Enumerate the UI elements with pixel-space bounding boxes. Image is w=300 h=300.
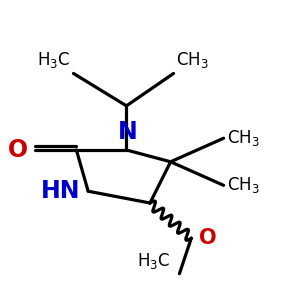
Text: O: O bbox=[199, 228, 216, 248]
Text: CH$_3$: CH$_3$ bbox=[226, 128, 259, 148]
Text: H$_3$C: H$_3$C bbox=[37, 50, 70, 70]
Text: CH$_3$: CH$_3$ bbox=[176, 50, 209, 70]
Text: O: O bbox=[8, 138, 28, 162]
Text: HN: HN bbox=[41, 179, 81, 203]
Text: CH$_3$: CH$_3$ bbox=[226, 175, 259, 195]
Text: N: N bbox=[118, 120, 138, 144]
Text: H$_3$C: H$_3$C bbox=[137, 251, 171, 271]
